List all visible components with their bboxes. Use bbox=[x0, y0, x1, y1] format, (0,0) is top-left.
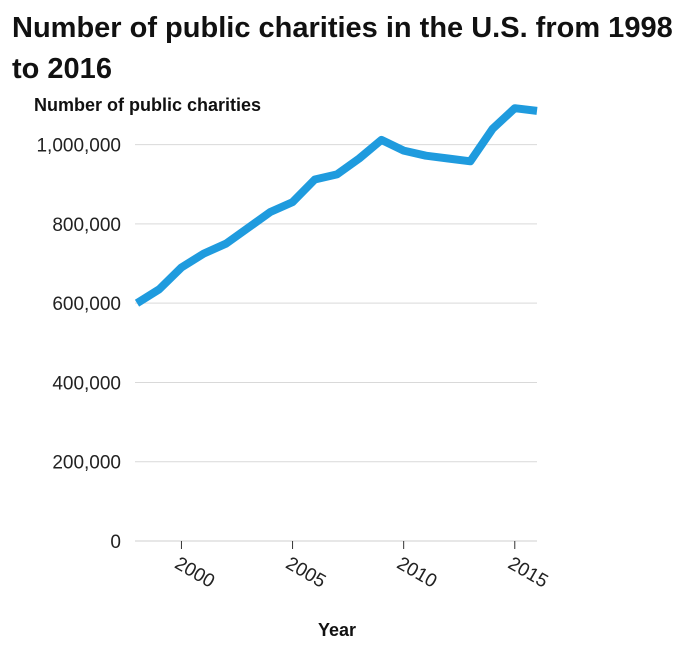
x-tick-label: 2010 bbox=[393, 553, 440, 592]
x-tick-label: 2000 bbox=[171, 553, 218, 592]
y-axis-label: Number of public charities bbox=[34, 95, 262, 115]
y-tick-label: 800,000 bbox=[52, 215, 121, 236]
data-series bbox=[134, 104, 538, 307]
x-axis-label: Year bbox=[317, 620, 357, 640]
x-tick-label: 2005 bbox=[282, 553, 329, 592]
y-tick-label: 600,000 bbox=[52, 294, 121, 315]
x-tick-label: 2015 bbox=[504, 553, 551, 592]
gridlines bbox=[135, 144, 537, 542]
series-line bbox=[134, 104, 538, 307]
y-tick-label: 400,000 bbox=[52, 373, 121, 394]
x-axis-ticks: 2000 2005 2010 2015 bbox=[171, 541, 551, 592]
y-tick-label: 0 bbox=[110, 532, 121, 553]
y-tick-label: 1,000,000 bbox=[36, 136, 121, 157]
y-tick-label: 200,000 bbox=[52, 453, 121, 474]
y-axis-ticks: 0 200,000 400,000 600,000 800,000 1,000,000 bbox=[36, 136, 121, 553]
chart-title: Number of public charities in the U.S. f… bbox=[12, 12, 673, 85]
